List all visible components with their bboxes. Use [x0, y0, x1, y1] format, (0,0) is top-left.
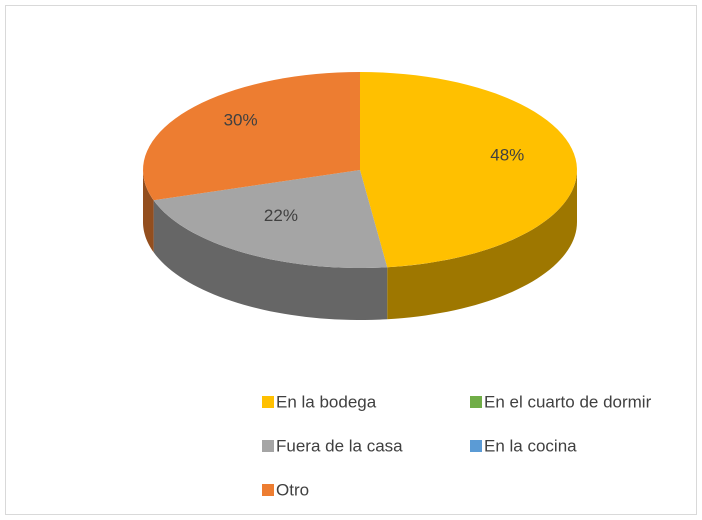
legend-label: En la cocina — [484, 436, 577, 455]
legend-label: En la bodega — [276, 392, 377, 411]
data-label: 30% — [224, 110, 258, 129]
slice-side — [153, 200, 388, 320]
data-label: 48% — [490, 145, 524, 164]
legend-swatch — [262, 440, 274, 452]
legend-label: En el cuarto de dormir — [484, 392, 652, 411]
slice — [143, 72, 360, 201]
legend-swatch — [262, 396, 274, 408]
slice-side — [143, 170, 154, 253]
legend-swatch — [470, 440, 482, 452]
legend-swatch — [470, 396, 482, 408]
legend-swatch — [262, 484, 274, 496]
slice — [153, 170, 388, 268]
slice — [360, 72, 577, 268]
legend-label: Otro — [276, 480, 309, 499]
data-label: 22% — [264, 206, 298, 225]
slice-side — [387, 170, 577, 320]
legend-label: Fuera de la casa — [276, 436, 403, 455]
